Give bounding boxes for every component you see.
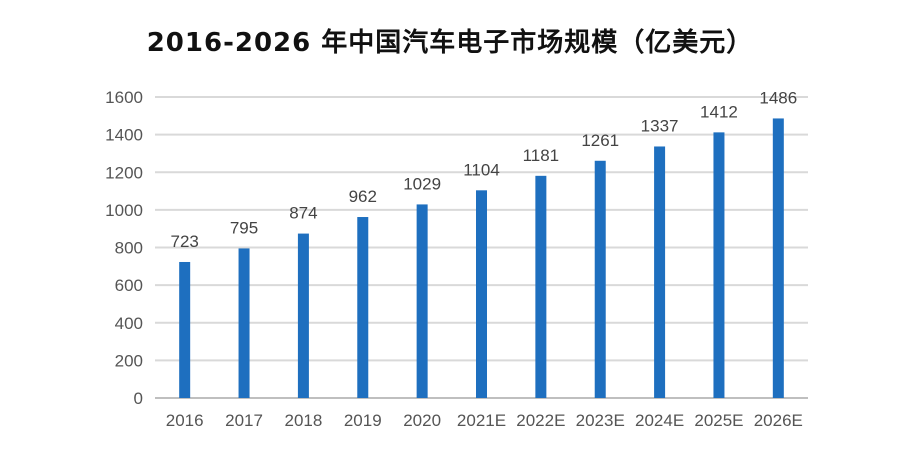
data-label: 1337 (641, 116, 679, 135)
bars (179, 118, 784, 398)
data-labels: 723 795 874 962 1029 1104 1181 1261 1337 1412 1486 (170, 88, 797, 251)
y-tick-label: 600 (115, 276, 143, 295)
bar (713, 132, 725, 398)
bar (476, 190, 487, 398)
x-tick-label: 2023E (576, 411, 625, 430)
x-tick-label: 2021E (457, 411, 506, 430)
data-label: 1412 (700, 102, 738, 121)
bar (654, 146, 666, 398)
data-label: 962 (349, 187, 377, 206)
x-tick-label: 2024E (635, 411, 684, 430)
y-axis: 0 200 400 600 800 1000 1200 1400 1600 (105, 88, 143, 408)
y-tick-label: 1600 (105, 88, 143, 107)
y-tick-label: 1200 (105, 163, 143, 182)
x-tick-label: 2016 (166, 411, 204, 430)
y-tick-label: 0 (134, 389, 143, 408)
x-tick-label: 2022E (516, 411, 565, 430)
x-tick-label: 2019 (344, 411, 382, 430)
data-label: 1029 (403, 174, 441, 193)
data-label: 1486 (759, 88, 797, 107)
data-label: 723 (170, 232, 198, 251)
x-tick-label: 2017 (225, 411, 263, 430)
bar (357, 217, 369, 398)
chart-title: 2016-2026 年中国汽车电子市场规模（亿美元） (146, 28, 754, 58)
y-tick-label: 800 (115, 239, 143, 258)
y-tick-label: 1000 (105, 201, 143, 220)
data-label: 795 (230, 218, 258, 237)
x-tick-label: 2026E (754, 411, 803, 430)
bar (772, 118, 784, 398)
data-label: 1261 (581, 131, 619, 150)
x-axis: 2016 2017 2018 2019 2020 2021E 2022E 2023E 2024E… (166, 411, 803, 430)
bar (535, 175, 547, 398)
bar (594, 160, 606, 398)
data-label: 1181 (523, 146, 560, 165)
x-tick-label: 2020 (403, 411, 441, 430)
y-tick-label: 1400 (105, 126, 143, 145)
x-tick-label: 2025E (694, 411, 743, 430)
x-tick-label: 2018 (284, 411, 322, 430)
bar (179, 261, 191, 398)
data-label: 874 (289, 204, 317, 223)
data-label: 1104 (463, 160, 500, 179)
bar (238, 248, 250, 398)
bar (297, 233, 309, 398)
y-tick-label: 200 (115, 351, 143, 370)
bar (416, 204, 428, 398)
y-tick-label: 400 (115, 314, 143, 333)
